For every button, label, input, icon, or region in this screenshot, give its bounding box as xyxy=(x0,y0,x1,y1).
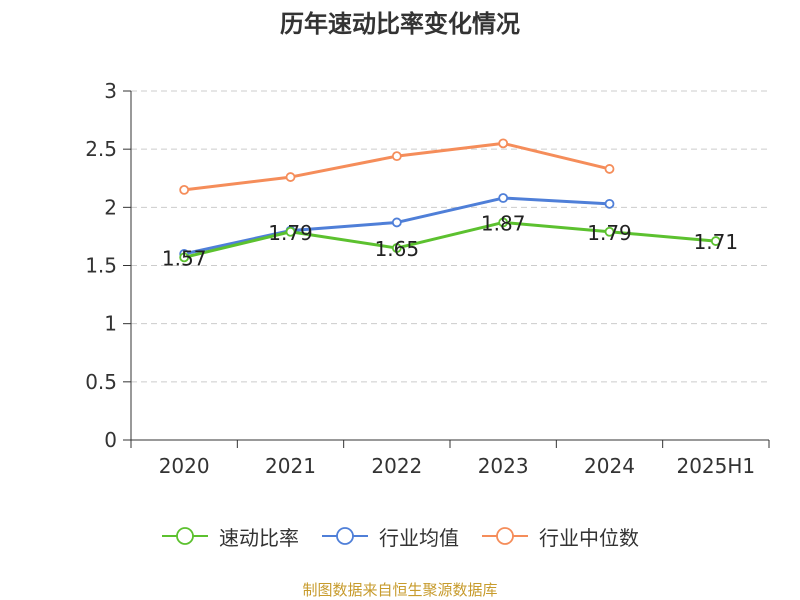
legend-swatch-icon xyxy=(482,527,528,545)
series-2-point xyxy=(391,151,402,162)
source-note: 制图数据来自恒生聚源数据库 xyxy=(302,581,498,599)
y-tick-label: 2 xyxy=(104,195,117,219)
legend: 速动比率 行业均值 行业中位数 xyxy=(0,521,800,551)
data-label-layer: 1.57 1.79 1.65 1.87 1.79 1.71 xyxy=(162,211,738,270)
series-0-point xyxy=(285,226,296,237)
series-2-point xyxy=(179,184,190,195)
data-label: 1.87 xyxy=(481,211,526,235)
series-2-line xyxy=(183,141,610,192)
legend-item-2[interactable]: 行业中位数 xyxy=(481,522,639,551)
series-1-point xyxy=(498,193,509,203)
x-tick-label: 2025H1 xyxy=(676,454,755,478)
data-label: 1.79 xyxy=(587,221,632,245)
series-1-point xyxy=(391,217,402,228)
y-tick-label: 0 xyxy=(104,428,117,452)
series-0-line xyxy=(183,220,716,259)
grid-layer xyxy=(131,90,769,383)
legend-item-1[interactable]: 行业均值 xyxy=(321,522,459,551)
x-tick-label: 2024 xyxy=(584,454,635,478)
data-label: 1.65 xyxy=(375,237,420,261)
y-tick-label: 3 xyxy=(104,79,117,103)
series-layer xyxy=(179,138,721,263)
series-2-point xyxy=(604,164,615,174)
x-tick-label: 2023 xyxy=(478,454,529,478)
data-label: 1.57 xyxy=(162,246,207,270)
data-label: 1.79 xyxy=(268,221,313,245)
y-tick-label: 2.5 xyxy=(85,137,117,161)
series-1-point xyxy=(604,198,615,209)
series-0-point xyxy=(179,252,190,263)
legend-swatch-icon xyxy=(322,527,368,545)
y-tick-label: 1.5 xyxy=(85,254,117,278)
axis-layer: 0 0.5 1 1.5 2 2.5 3 2020 2021 2022 2023 2024 2025H1 xyxy=(85,79,770,478)
y-tick-label: 0.5 xyxy=(85,370,117,394)
legend-label: 行业中位数 xyxy=(539,525,639,550)
chart-title: 历年速动比率变化情况 xyxy=(280,10,520,38)
y-tick-label: 1 xyxy=(104,312,117,336)
legend-swatch-icon xyxy=(162,527,208,545)
legend-item-0[interactable]: 速动比率 xyxy=(161,522,299,551)
x-tick-label: 2020 xyxy=(159,454,210,478)
x-tick-label: 2022 xyxy=(371,454,422,478)
series-0-point xyxy=(498,217,509,228)
series-0-point xyxy=(604,226,615,237)
x-tick-label: 2021 xyxy=(265,454,316,478)
series-2-point xyxy=(285,172,296,182)
series-2-point xyxy=(498,138,509,149)
legend-label: 行业均值 xyxy=(379,525,459,550)
series-0-point xyxy=(391,243,402,253)
legend-label: 速动比率 xyxy=(219,525,299,550)
data-label: 1.71 xyxy=(694,230,739,254)
series-0-point xyxy=(710,236,721,246)
